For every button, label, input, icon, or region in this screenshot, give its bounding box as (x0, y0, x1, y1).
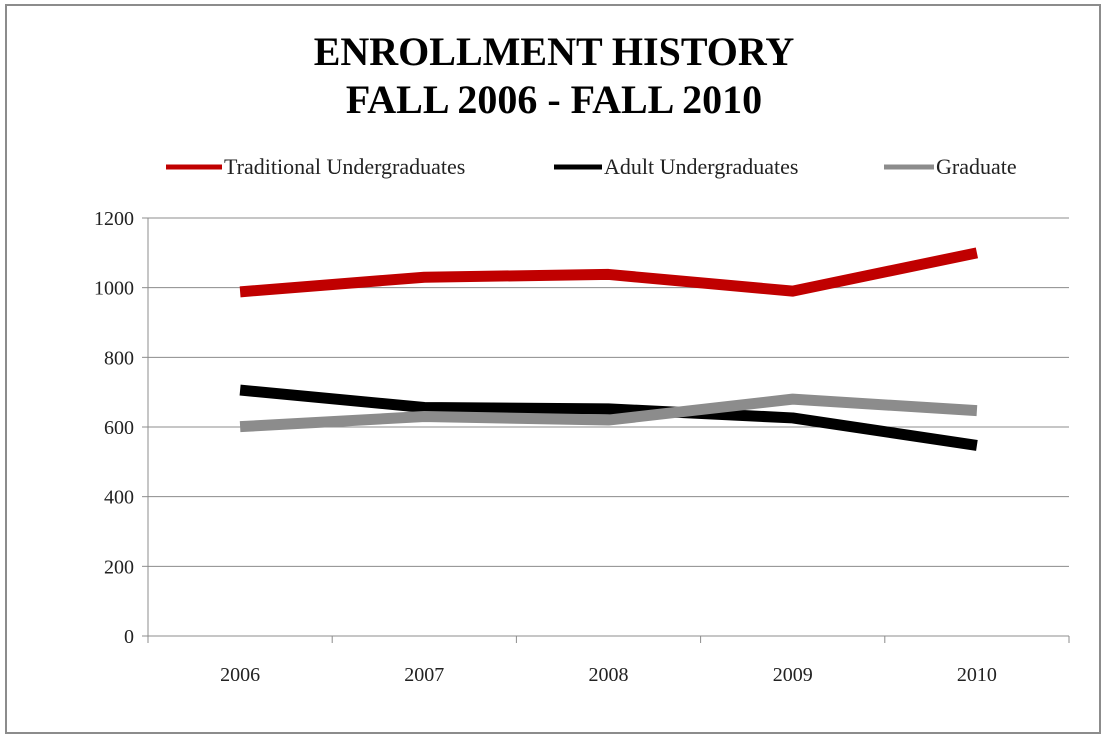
series-line-2 (239, 393, 978, 433)
chart-title-line-2: FALL 2006 - FALL 2010 (345, 77, 763, 122)
chart-frame (5, 4, 1101, 734)
x-tick-label: 2009 (773, 664, 813, 686)
y-tick-label: 800 (104, 347, 134, 369)
y-tick-label: 600 (104, 417, 134, 439)
y-tick-label: 400 (104, 487, 134, 509)
y-tick-label: 0 (124, 626, 134, 648)
series-lines (239, 247, 979, 451)
y-tick-label: 1200 (94, 208, 134, 230)
x-tick-label: 2006 (220, 664, 260, 686)
chart-title: ENROLLMENT HISTORY FALL 2006 - FALL 2010 (0, 28, 1108, 124)
legend: Traditional Undergraduates Adult Undergra… (166, 154, 1017, 179)
x-tick-label: 2010 (957, 664, 997, 686)
x-tick-label: 2007 (404, 664, 444, 686)
legend-label-2: Graduate (936, 154, 1017, 179)
series-line-1 (239, 384, 978, 451)
y-tick-label: 1000 (94, 278, 134, 300)
legend-label-1: Adult Undergraduates (604, 154, 799, 179)
chart-title-line-1: ENROLLMENT HISTORY (313, 29, 795, 74)
legend-label-0: Traditional Undergraduates (224, 154, 465, 179)
x-tick-label: 2008 (589, 664, 629, 686)
y-tick-label: 200 (104, 556, 134, 578)
axes: 0 200 400 600 800 1000 1200 2006 2007 2008 2009 201… (94, 208, 1070, 686)
series-line-0 (239, 247, 979, 298)
